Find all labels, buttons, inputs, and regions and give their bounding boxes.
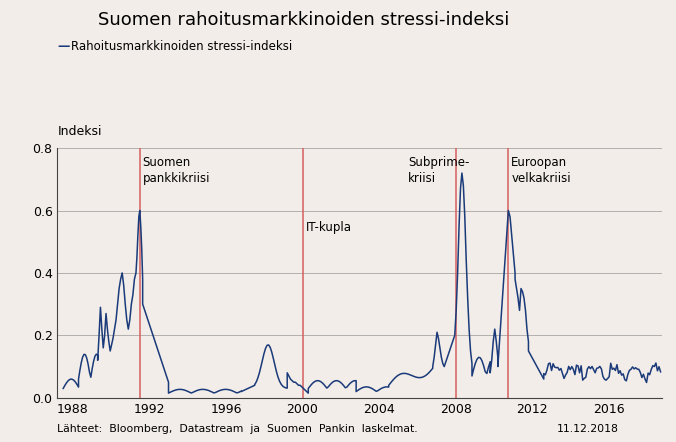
- Text: —: —: [57, 40, 70, 53]
- Text: Rahoitusmarkkinoiden stressi-indeksi: Rahoitusmarkkinoiden stressi-indeksi: [71, 40, 292, 53]
- Text: Euroopan
velkakriisi: Euroopan velkakriisi: [511, 156, 571, 185]
- Text: Indeksi: Indeksi: [57, 125, 102, 138]
- Text: Suomen rahoitusmarkkinoiden stressi-indeksi: Suomen rahoitusmarkkinoiden stressi-inde…: [98, 11, 510, 29]
- Text: 11.12.2018: 11.12.2018: [556, 424, 619, 434]
- Text: Suomen
pankkikriisi: Suomen pankkikriisi: [143, 156, 210, 185]
- Text: IT-kupla: IT-kupla: [306, 221, 352, 234]
- Text: Subprime-
kriisi: Subprime- kriisi: [408, 156, 469, 185]
- Text: Lähteet:  Bloomberg,  Datastream  ja  Suomen  Pankin  laskelmat.: Lähteet: Bloomberg, Datastream ja Suomen…: [57, 424, 418, 434]
